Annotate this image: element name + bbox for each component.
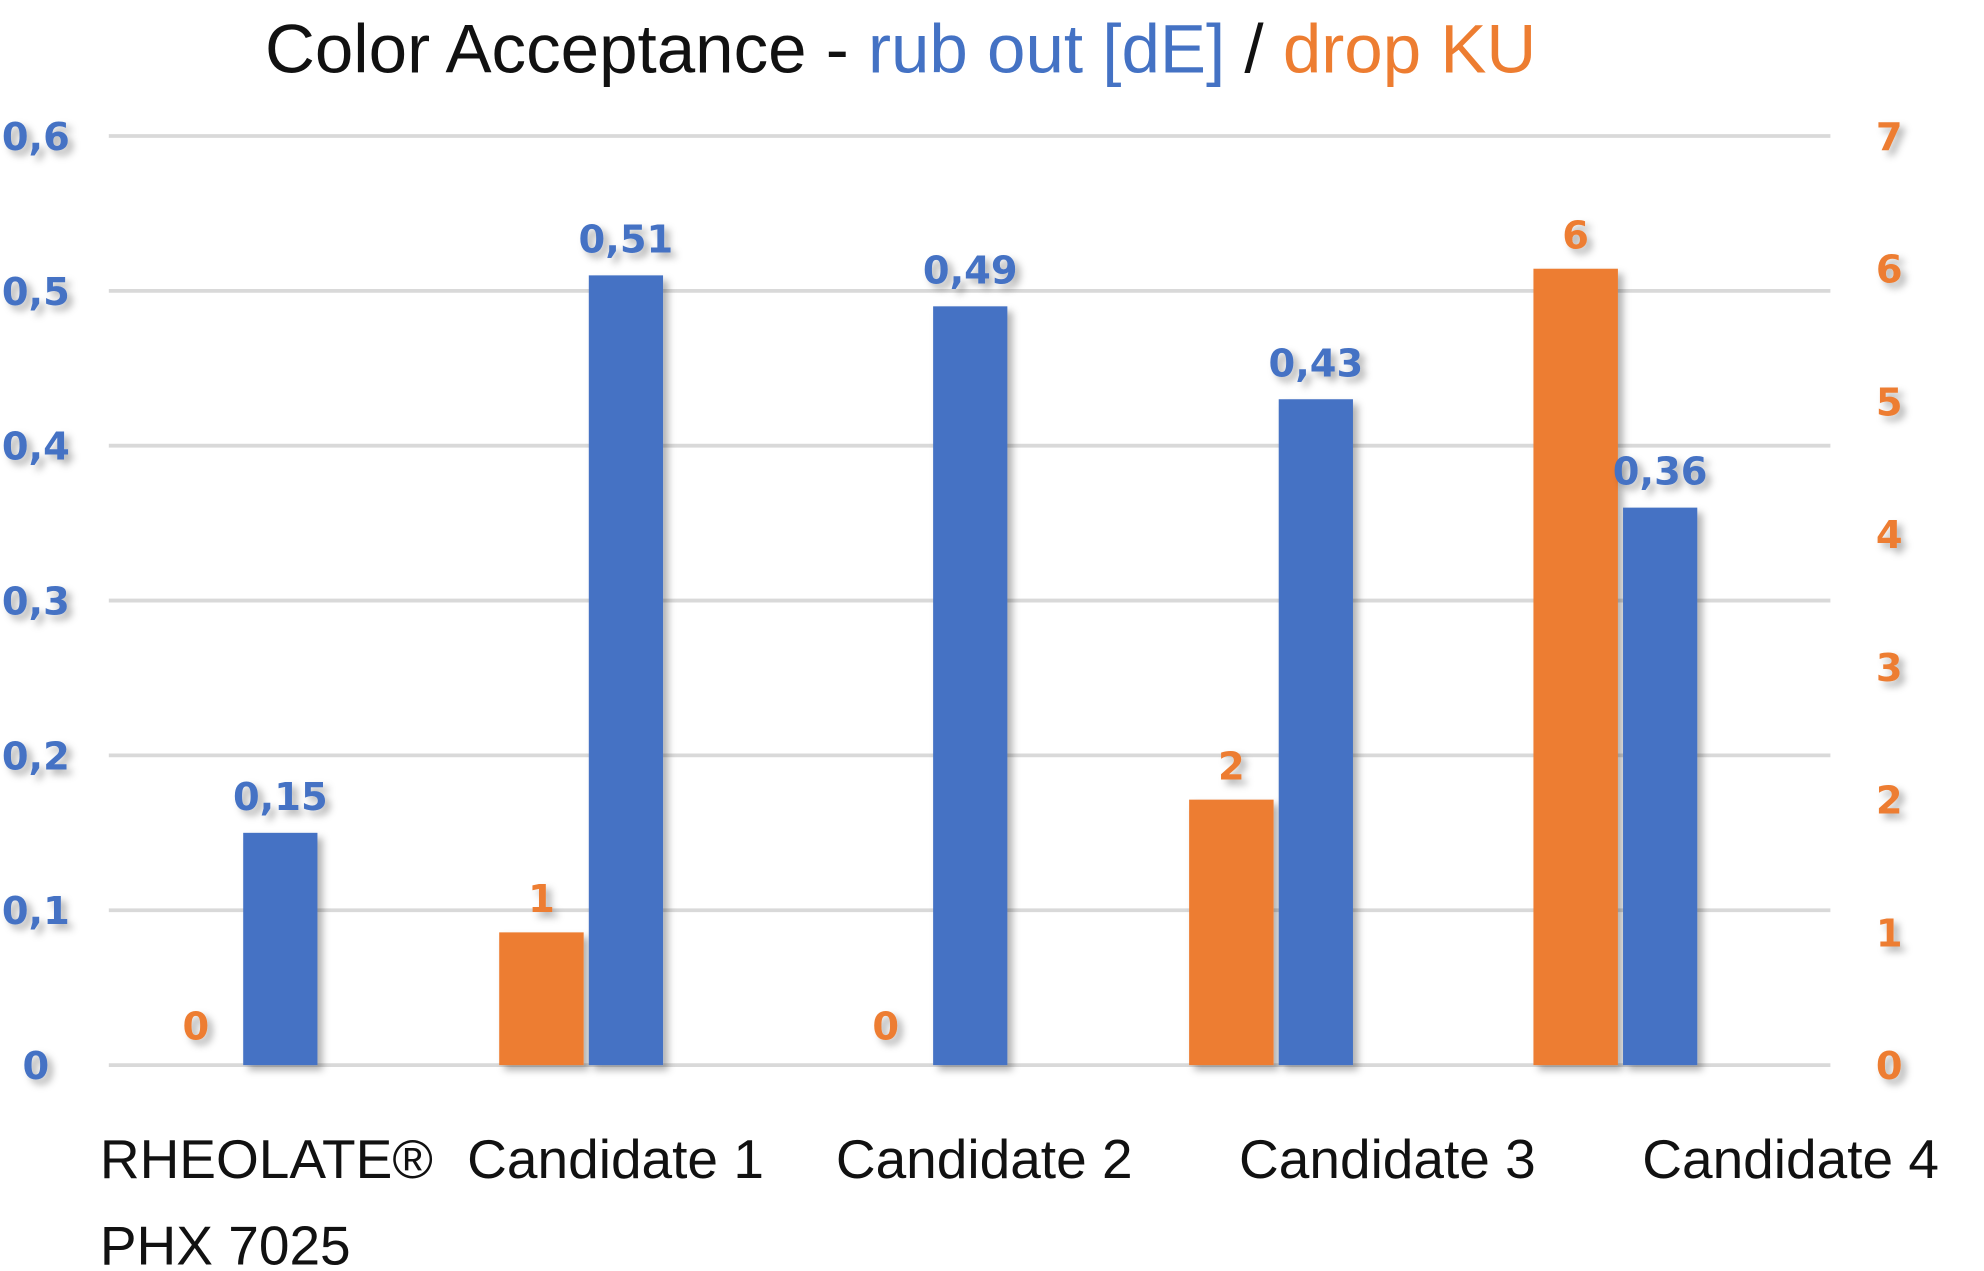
- left-axis-tick: 0,1: [2, 889, 70, 934]
- category-label: RHEOLATE®: [100, 1128, 433, 1190]
- category-label: Candidate 3: [1239, 1128, 1536, 1190]
- title-separator: /: [1225, 11, 1283, 88]
- data-label-rub-out: 0,43: [1268, 341, 1363, 386]
- data-label-rub-out: 0,15: [233, 775, 328, 820]
- left-axis-tick: 0,3: [2, 580, 70, 625]
- left-axis-tick: 0,4: [2, 425, 70, 470]
- right-axis-tick: 7: [1876, 115, 1903, 160]
- left-axis-tick: 0,2: [2, 735, 70, 780]
- category-label: Candidate 4: [1642, 1128, 1939, 1190]
- bar-rub-out: [1278, 399, 1353, 1066]
- title-rub-out: rub out [dE]: [868, 11, 1225, 88]
- right-axis-tick: 1: [1876, 911, 1903, 956]
- right-axis-tick: 5: [1876, 381, 1903, 426]
- left-axis-tick: 0,6: [2, 115, 70, 160]
- title-drop-ku: drop KU: [1283, 11, 1536, 88]
- right-axis-tick: 4: [1876, 513, 1903, 558]
- category-label: PHX 7025: [100, 1215, 351, 1271]
- data-label-drop-ku: 2: [1218, 744, 1245, 789]
- left-axis-tick: 0: [22, 1044, 49, 1089]
- data-label-rub-out: 0,36: [1613, 450, 1708, 495]
- right-axis-tick: 6: [1876, 248, 1903, 293]
- category-label: Candidate 1: [467, 1128, 764, 1190]
- right-axis-tick: 3: [1876, 646, 1903, 691]
- category-label: Candidate 2: [836, 1128, 1133, 1190]
- right-axis-tick: 0: [1876, 1044, 1903, 1089]
- bar-drop-ku: [1533, 268, 1618, 1066]
- title-main: Color Acceptance -: [265, 11, 868, 88]
- bar-rub-out: [933, 306, 1008, 1066]
- bar-drop-ku: [499, 932, 584, 1066]
- data-label-drop-ku: 6: [1562, 214, 1589, 259]
- bar-drop-ku: [1189, 799, 1274, 1066]
- left-axis-tick: 0,5: [2, 270, 70, 315]
- data-label-rub-out: 0,51: [579, 218, 674, 263]
- bar-rub-out: [588, 275, 664, 1066]
- data-label-drop-ku: 0: [872, 1005, 899, 1050]
- bar-rub-out: [243, 832, 318, 1066]
- data-label-drop-ku: 0: [182, 1005, 209, 1050]
- right-axis-tick: 2: [1876, 779, 1903, 824]
- data-label-rub-out: 0,49: [923, 249, 1018, 294]
- data-label-drop-ku: 1: [528, 877, 555, 922]
- chart-title: Color Acceptance - rub out [dE] / drop K…: [265, 11, 1536, 88]
- bar-rub-out: [1623, 507, 1698, 1066]
